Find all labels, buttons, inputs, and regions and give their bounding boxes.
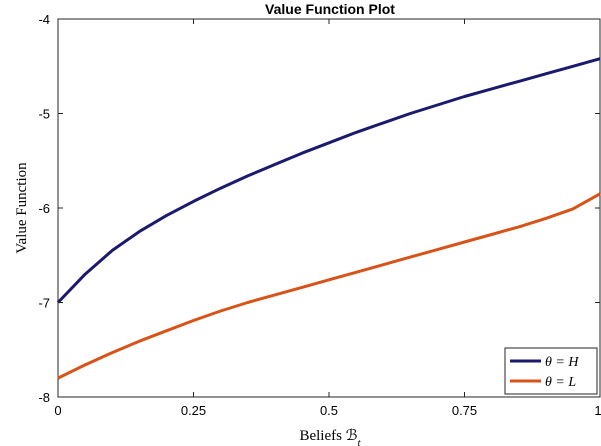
y-tick-label: -8: [38, 390, 50, 405]
y-axis-label: Value Function: [14, 162, 30, 254]
legend: θ = H θ = L: [504, 347, 598, 395]
series-line-0: [56, 57, 601, 304]
plot-area-box: [57, 18, 601, 398]
ticks-layer: 0 0.25 0.5 0.75 1 -8 -7 -6 -5 -4: [38, 12, 601, 418]
series-line-1: [57, 192, 601, 380]
axes-frame: [57, 18, 601, 398]
chart-title: Value Function Plot: [265, 1, 395, 17]
y-tick-label: -4: [38, 12, 50, 27]
x-axis-label: Beliefs ℬt: [299, 428, 361, 446]
legend-label-0: θ = H: [545, 355, 579, 370]
y-tick-label: -5: [38, 107, 50, 122]
legend-box: [504, 347, 598, 395]
x-tick-label: 0.25: [181, 403, 206, 418]
x-tick-label: 0: [54, 403, 61, 418]
legend-label-1: θ = L: [545, 375, 576, 390]
x-tick-label: 0.5: [320, 403, 338, 418]
x-tick-label: 1: [594, 403, 601, 418]
x-axis-label-text: Beliefs ℬ: [299, 428, 357, 444]
series-layer: [56, 57, 601, 380]
x-tick-label: 0.75: [452, 403, 477, 418]
y-tick-label: -7: [38, 296, 50, 311]
y-tick-label: -6: [38, 201, 50, 216]
x-axis-label-subscript: t: [357, 437, 361, 446]
